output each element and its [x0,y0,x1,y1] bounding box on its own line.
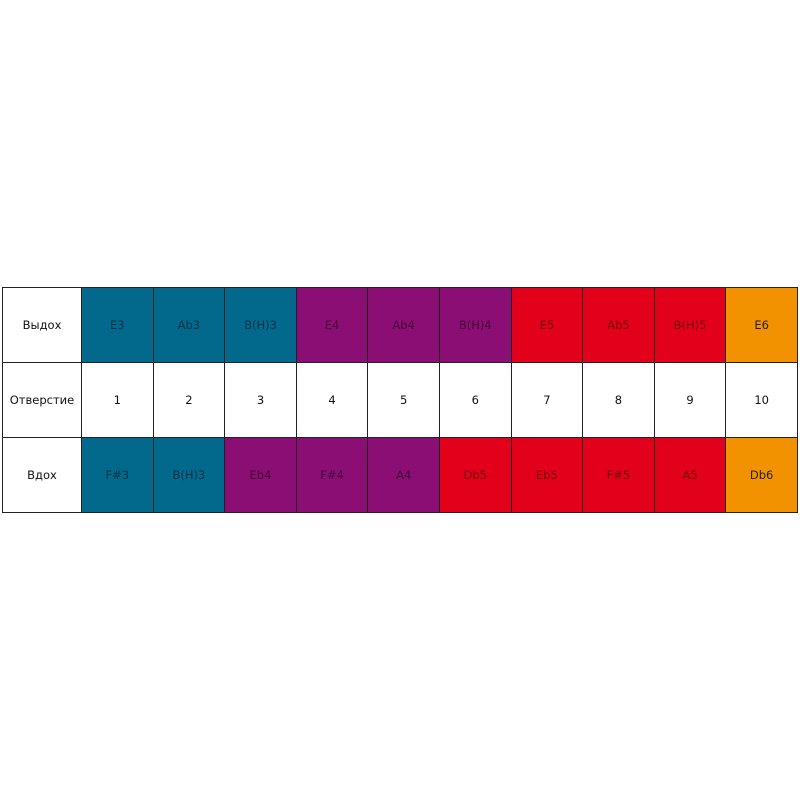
note-cell: Eb4 [224,437,297,513]
row-label: Выдох [2,287,82,363]
hole-number-cell: 9 [653,362,727,438]
note-cell: B(H)3 [152,437,226,513]
note-cell: E5 [510,287,584,363]
note-cell: Db6 [725,437,798,513]
note-cell: F#3 [81,437,154,513]
hole-number-cell: 1 [81,362,154,438]
note-cell: E6 [725,287,798,363]
row-label: Отверстие [2,362,82,438]
note-cell: B(H)4 [438,287,512,363]
hole-number-cell: 5 [367,362,440,438]
row-draw: Вдох F#3 B(H)3 Eb4 F#4 A4 Db5 Eb5 F#5 A5 Db6 [2,437,798,513]
note-cell: Db5 [438,437,512,513]
row-hole: Отверстие 1 2 3 4 5 6 7 8 9 10 [2,362,798,438]
hole-number-cell: 4 [295,362,369,438]
note-cell: F#5 [582,437,655,513]
row-blow: Выдох E3 Ab3 B(H)3 E4 Ab4 B(H)4 E5 Ab5 B(H)5 E6 [2,287,798,363]
note-cell: Eb5 [510,437,584,513]
harmonica-note-table: Выдох E3 Ab3 B(H)3 E4 Ab4 B(H)4 E5 Ab5 B(H)5 E6 Отв… [2,287,798,513]
note-cell: B(H)3 [224,287,297,363]
note-cell: B(H)5 [653,287,727,363]
hole-number-cell: 2 [152,362,226,438]
hole-number-cell: 10 [725,362,798,438]
note-cell: Ab3 [152,287,226,363]
note-cell: Ab5 [582,287,655,363]
note-cell: E3 [81,287,154,363]
hole-number-cell: 6 [438,362,512,438]
row-label: Вдох [2,437,82,513]
note-cell: E4 [295,287,369,363]
hole-number-cell: 7 [510,362,584,438]
hole-number-cell: 3 [224,362,297,438]
note-cell: A5 [653,437,727,513]
note-cell: F#4 [295,437,369,513]
hole-number-cell: 8 [582,362,655,438]
note-cell: Ab4 [367,287,440,363]
note-cell: A4 [367,437,440,513]
